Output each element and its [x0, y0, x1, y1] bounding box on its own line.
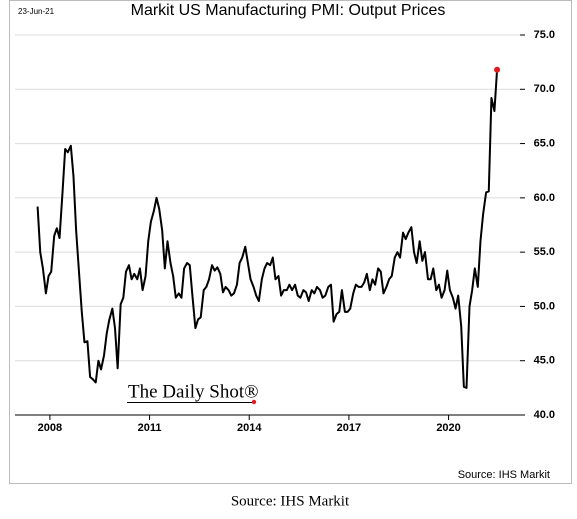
source-note: Source: IHS Markit — [458, 469, 550, 481]
x-tick-label: 2017 — [337, 422, 361, 434]
y-tick-label: 70.0 — [534, 83, 555, 95]
y-tick-label: 50.0 — [534, 300, 555, 312]
x-tick-label: 2008 — [38, 422, 62, 434]
end-marker — [494, 66, 501, 73]
line-series — [36, 69, 499, 389]
date-label: 23-Jun-21 — [18, 7, 55, 16]
y-tick-label: 75.0 — [534, 29, 555, 41]
y-tick-label: 40.0 — [534, 409, 555, 421]
chart-frame — [9, 0, 572, 484]
y-tick-label: 65.0 — [534, 137, 555, 149]
watermark: The Daily Shot® — [128, 381, 259, 402]
x-tick-label: 2011 — [138, 422, 162, 434]
watermark-dot — [251, 399, 257, 405]
y-tick-label: 60.0 — [534, 192, 555, 204]
y-tick-label: 55.0 — [534, 246, 555, 258]
watermark-rule — [127, 402, 253, 403]
x-tick-label: 2014 — [237, 422, 262, 434]
caption: Source: IHS Markit — [231, 493, 350, 509]
x-tick-label: 2020 — [436, 422, 460, 434]
y-tick-label: 45.0 — [534, 355, 555, 367]
chart-title: Markit US Manufacturing PMI: Output Pric… — [131, 2, 446, 19]
